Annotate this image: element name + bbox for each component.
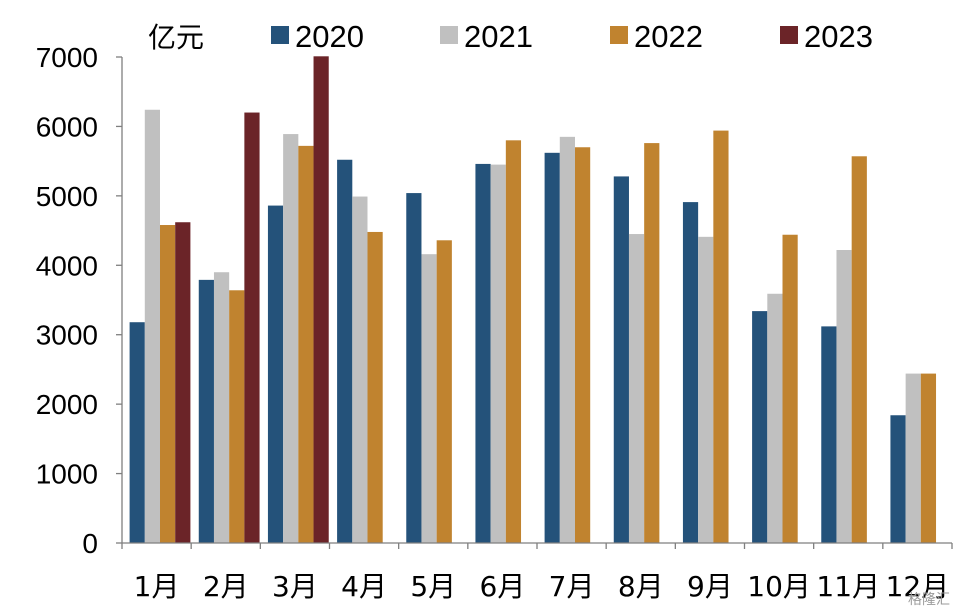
y-unit-label: 亿元: [148, 21, 204, 54]
x-tick-label: 10月: [747, 570, 811, 603]
legend-label-2022: 2022: [634, 19, 703, 54]
y-tick-label: 3000: [36, 320, 98, 351]
x-tick-label: 4月: [341, 570, 387, 603]
bar-2021-10: [767, 293, 783, 543]
bar-2023-2: [244, 112, 260, 544]
legend-label-2020: 2020: [295, 19, 364, 54]
y-tick-label: 2000: [36, 389, 98, 420]
legend: 2020 2021 2022 2023: [271, 19, 873, 54]
bar-2022-10: [782, 234, 798, 544]
bar-2020-8: [613, 176, 629, 543]
x-tick-label: 3月: [272, 570, 318, 603]
y-tick-label: 6000: [36, 111, 98, 142]
bar-2022-2: [229, 290, 245, 543]
bar-2022-6: [505, 140, 522, 544]
bar-2020-7: [544, 152, 560, 543]
bar-2020-5: [406, 193, 422, 543]
bar-2020-2: [198, 279, 214, 543]
bar-2022-3: [298, 145, 314, 543]
x-tick-label: 6月: [480, 570, 526, 603]
bar-2020-3: [267, 205, 284, 543]
bar-2022-4: [367, 231, 383, 543]
y-tick-label: 5000: [36, 181, 98, 212]
bar-2021-5: [421, 254, 437, 544]
bar-2021-4: [352, 196, 368, 543]
legend-swatch-2020: [271, 26, 289, 44]
bar-2022-9: [713, 130, 729, 543]
bar-2022-5: [436, 240, 452, 543]
bar-2021-6: [490, 164, 506, 543]
watermark: 格隆汇: [908, 592, 950, 608]
x-tick-label: 5月: [410, 570, 456, 603]
x-tick-label: 1月: [134, 570, 180, 603]
y-tick-label: 4000: [36, 250, 98, 281]
bar-2020-6: [475, 163, 491, 544]
bar-2021-3: [283, 134, 299, 543]
bar-2022-1: [160, 225, 176, 543]
x-tick-label: 7月: [549, 570, 595, 603]
bar-2021-11: [836, 250, 852, 544]
bar-2021-8: [628, 234, 645, 544]
bar-2022-8: [644, 143, 660, 543]
x-tick-label: 2月: [203, 570, 249, 603]
bar-2020-10: [752, 311, 768, 543]
x-axis: 1月 2月 3月 4月 5月 6月 7月 8月 9月 10月 11月 12月: [121, 542, 953, 603]
y-tick-label: 7000: [36, 42, 98, 73]
bar-2021-12: [905, 373, 921, 543]
bar-2022-11: [851, 156, 867, 544]
x-tick-label: 9月: [687, 570, 733, 603]
bar-2020-12: [890, 415, 906, 543]
bar-2020-1: [129, 322, 145, 543]
legend-label-2021: 2021: [464, 19, 533, 54]
bar-2021-2: [213, 272, 230, 543]
x-tick-label: 8月: [618, 570, 664, 603]
legend-label-2023: 2023: [804, 19, 873, 54]
legend-swatch-2023: [780, 26, 798, 44]
bar-2023-1: [175, 222, 191, 544]
bar-2022-7: [575, 147, 591, 543]
legend-swatch-2022: [610, 26, 628, 44]
bar-2020-9: [682, 202, 699, 543]
bar-2023-3: [313, 56, 329, 543]
bar-2021-7: [559, 136, 575, 544]
bar-2021-1: [144, 109, 160, 543]
y-tick-label: 1000: [36, 459, 98, 490]
x-tick-label: 12月: [886, 570, 950, 603]
x-tick-label: 11月: [816, 570, 880, 603]
bar-2020-4: [337, 159, 353, 544]
bars: [129, 56, 937, 544]
y-tick-label: 0: [82, 528, 98, 559]
bar-2020-11: [821, 326, 837, 543]
y-axis: 0 1000 2000 3000 4000 5000 6000 7000: [36, 42, 123, 559]
legend-swatch-2021: [440, 26, 458, 44]
bar-2021-9: [698, 236, 714, 543]
bar-2022-12: [920, 373, 937, 543]
